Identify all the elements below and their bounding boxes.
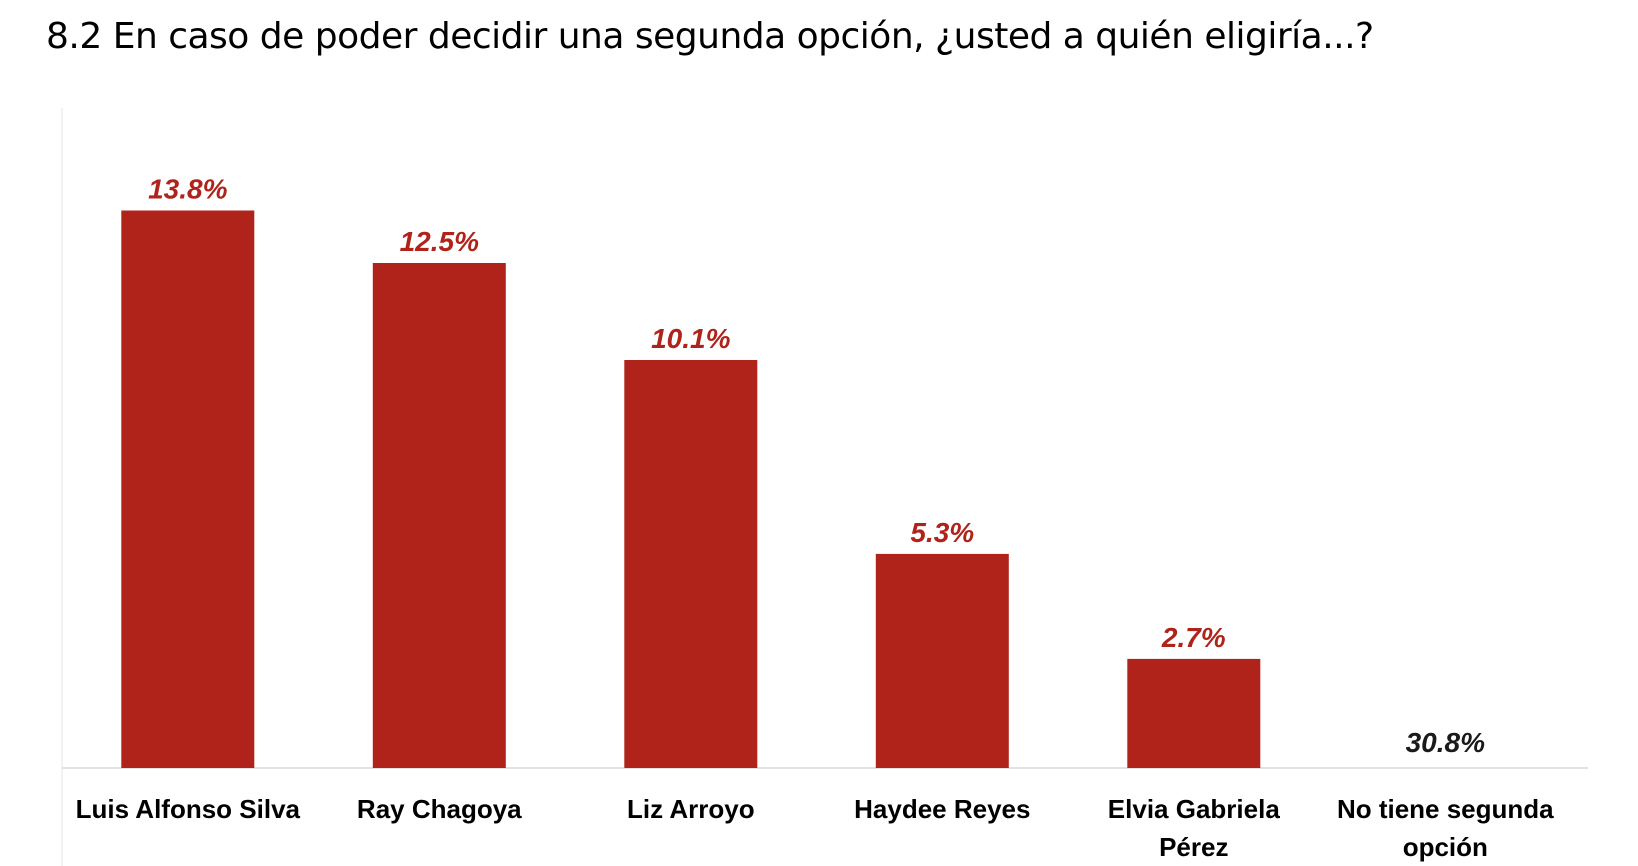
bars-group bbox=[121, 210, 1261, 768]
bar bbox=[372, 263, 506, 768]
data-label: 30.8% bbox=[1406, 727, 1485, 758]
x-tick-label: Liz Arroyo bbox=[627, 794, 755, 824]
x-tick-label: Ray Chagoya bbox=[357, 794, 522, 824]
bar bbox=[121, 210, 255, 768]
x-tick-label: Elvia Gabriela Pérez bbox=[1108, 794, 1281, 862]
data-label: 5.3% bbox=[910, 517, 974, 548]
data-label: 12.5% bbox=[400, 226, 479, 257]
bar bbox=[624, 360, 758, 768]
bar bbox=[1127, 658, 1261, 768]
x-tick-label: No tiene segunda opción bbox=[1337, 794, 1554, 862]
value-labels-group: 13.8% 12.5% 10.1% 5.3% 2.7% 30.8% bbox=[148, 174, 1485, 759]
data-label: 2.7% bbox=[1161, 622, 1226, 653]
x-tick-label: Haydee Reyes bbox=[854, 794, 1030, 824]
bar bbox=[875, 553, 1009, 768]
data-label: 13.8% bbox=[148, 174, 227, 205]
data-label: 10.1% bbox=[651, 323, 730, 354]
x-tick-label: Luis Alfonso Silva bbox=[76, 794, 301, 824]
category-labels-group: Luis Alfonso Silva Ray Chagoya Liz Arroyo H… bbox=[76, 794, 1555, 862]
chart-title: 8.2 En caso de poder decidir una segunda… bbox=[46, 16, 1374, 57]
